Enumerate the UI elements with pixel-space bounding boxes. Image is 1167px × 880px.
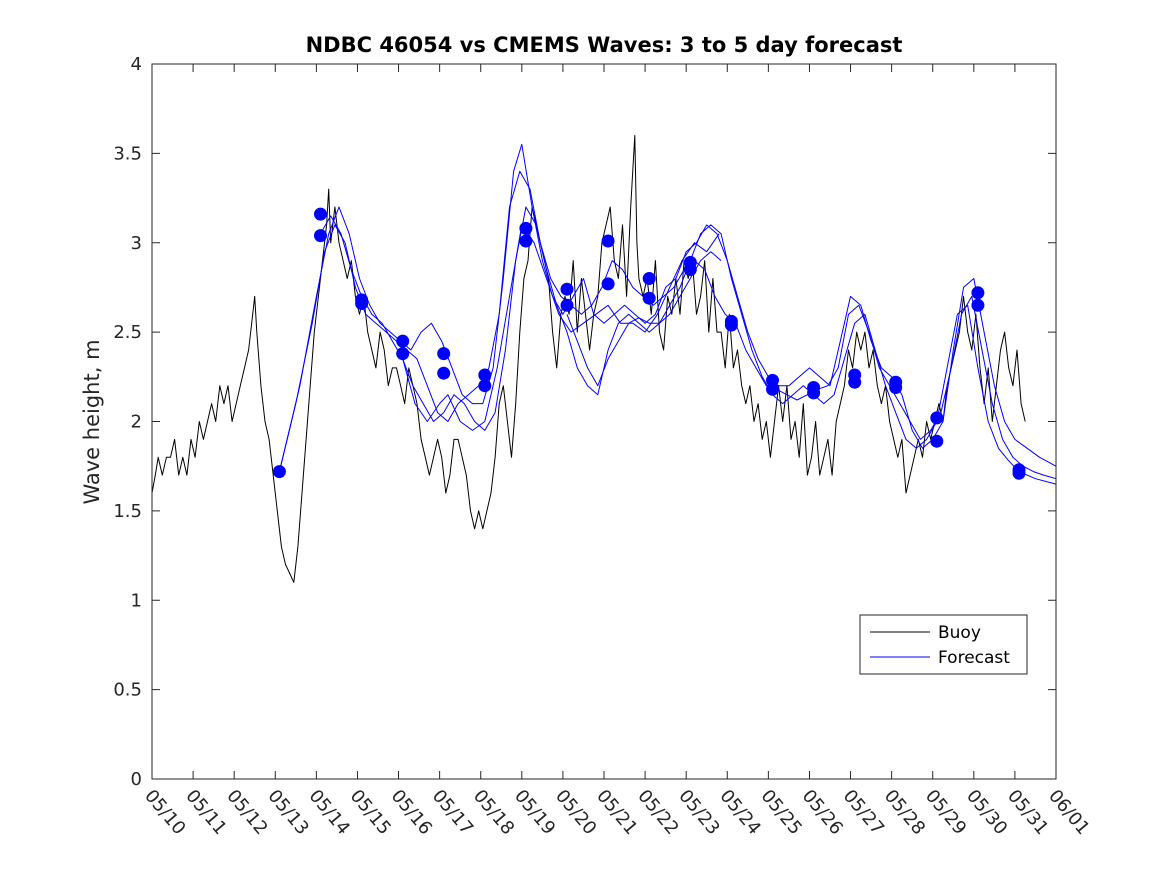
forecast-start-marker-0 (272, 465, 286, 479)
forecast-start-marker-6 (396, 347, 410, 361)
buoy-series-line (151, 135, 1026, 583)
forecast-start-marker-34 (971, 298, 985, 312)
data-layer (151, 135, 1057, 583)
forecast-start-marker-13 (560, 282, 574, 296)
forecast-series-line-3 (320, 206, 1057, 485)
y-tick-label: 2 (131, 412, 142, 433)
forecast-start-marker-8 (437, 366, 451, 380)
y-tick-label: 3.5 (113, 143, 142, 164)
forecast-start-marker-30 (889, 381, 903, 394)
forecast-start-marker-17 (642, 272, 656, 285)
forecast-start-marker-10 (478, 379, 492, 393)
forecast-start-marker-22 (724, 318, 738, 332)
forecast-start-marker-16 (601, 277, 615, 291)
forecast-start-marker-4 (355, 297, 369, 310)
y-tick-label: 1.5 (113, 501, 142, 522)
forecast-start-marker-28 (848, 375, 862, 389)
legend-buoy-label: Buoy (938, 623, 981, 643)
y-tick-label: 3 (131, 233, 142, 254)
legend: Buoy Forecast (859, 614, 1028, 675)
y-tick-label: 0.5 (113, 680, 142, 701)
forecast-start-marker-7 (437, 347, 451, 361)
y-tick-label: 0 (131, 769, 142, 790)
forecast-start-marker-23 (766, 373, 779, 387)
forecast-start-marker-33 (971, 286, 985, 300)
y-axis-label: Wave height, m (80, 339, 104, 504)
forecast-start-marker-9 (478, 368, 492, 382)
y-tick-label: 2.5 (113, 322, 142, 343)
forecast-start-marker-36 (1012, 466, 1026, 480)
forecast-start-marker-5 (396, 334, 410, 348)
forecast-start-marker-20 (683, 263, 697, 277)
y-tick-label: 1 (131, 590, 142, 611)
forecast-series-line-4 (402, 224, 720, 431)
forecast-start-marker-32 (930, 434, 944, 448)
forecast-start-marker-11 (519, 221, 533, 235)
chart-title: NDBC 46054 vs CMEMS Waves: 3 to 5 day fo… (306, 33, 903, 57)
legend-box (859, 614, 1028, 675)
forecast-series-line-2 (278, 143, 1057, 472)
forecast-start-marker-26 (807, 386, 821, 400)
forecast-start-marker-14 (560, 298, 574, 312)
forecast-start-marker-31 (930, 411, 944, 425)
forecast-start-marker-2 (314, 229, 327, 243)
forecast-start-marker-18 (642, 291, 656, 305)
legend-forecast-label: Forecast (938, 648, 1010, 668)
forecast-start-marker-15 (601, 234, 615, 248)
forecast-start-marker-1 (314, 207, 327, 221)
forecast-start-marker-12 (519, 234, 533, 248)
forecast-series-line-1 (278, 170, 1057, 480)
forecast-start-marker-24 (766, 382, 779, 396)
y-tick-label: 4 (131, 54, 142, 75)
